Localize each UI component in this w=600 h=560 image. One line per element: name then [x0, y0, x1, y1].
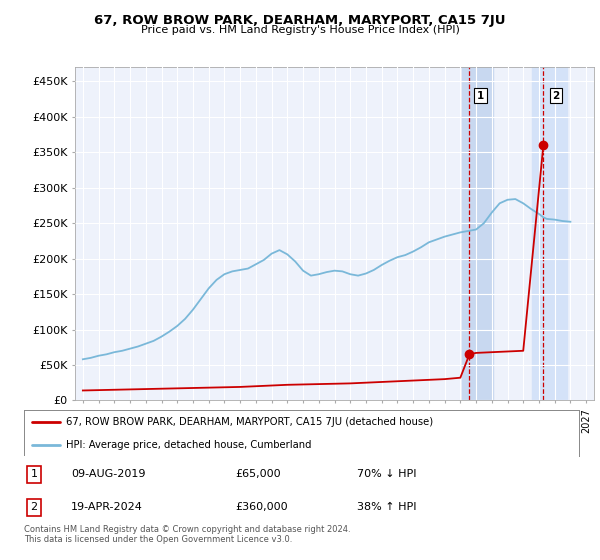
- Text: 1: 1: [477, 91, 484, 101]
- Text: 19-APR-2024: 19-APR-2024: [71, 502, 143, 512]
- Bar: [461, 67, 493, 400]
- Text: Price paid vs. HM Land Registry's House Price Index (HPI): Price paid vs. HM Land Registry's House …: [140, 25, 460, 35]
- Text: 1: 1: [31, 469, 37, 479]
- Text: HPI: Average price, detached house, Cumberland: HPI: Average price, detached house, Cumb…: [65, 440, 311, 450]
- Text: 2: 2: [31, 502, 38, 512]
- Text: 67, ROW BROW PARK, DEARHAM, MARYPORT, CA15 7JU: 67, ROW BROW PARK, DEARHAM, MARYPORT, CA…: [94, 14, 506, 27]
- Text: 70% ↓ HPI: 70% ↓ HPI: [357, 469, 416, 479]
- Text: £360,000: £360,000: [235, 502, 287, 512]
- Text: 38% ↑ HPI: 38% ↑ HPI: [357, 502, 416, 512]
- Text: £65,000: £65,000: [235, 469, 281, 479]
- Text: 67, ROW BROW PARK, DEARHAM, MARYPORT, CA15 7JU (detached house): 67, ROW BROW PARK, DEARHAM, MARYPORT, CA…: [65, 417, 433, 427]
- Text: 09-AUG-2019: 09-AUG-2019: [71, 469, 146, 479]
- Text: 2: 2: [553, 91, 560, 101]
- Bar: [532, 67, 567, 400]
- Text: Contains HM Land Registry data © Crown copyright and database right 2024.
This d: Contains HM Land Registry data © Crown c…: [24, 525, 350, 544]
